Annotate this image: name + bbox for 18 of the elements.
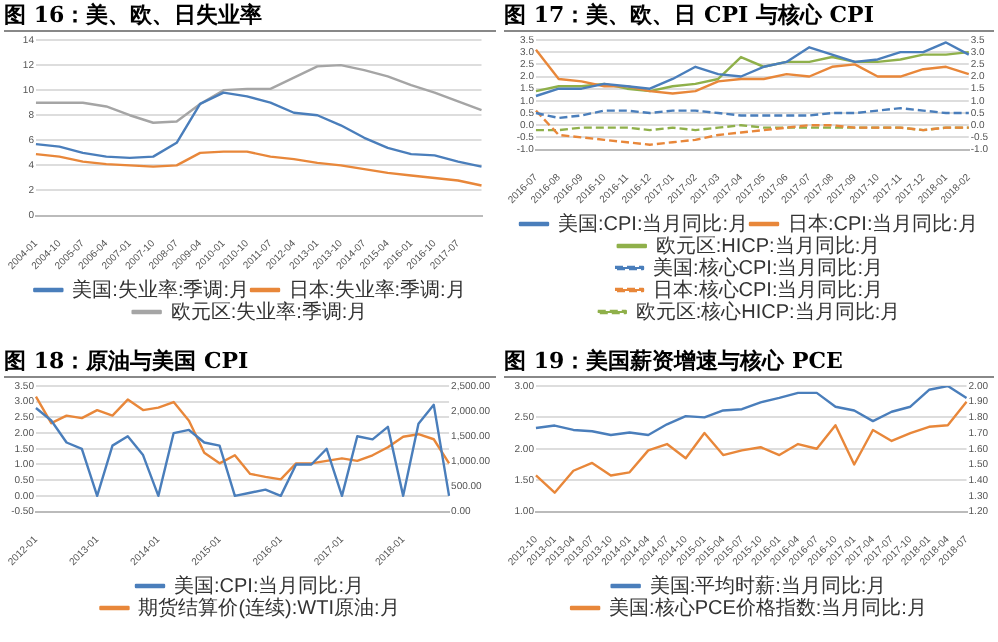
chart-title: 图 16：美、欧、日失业率 [4, 2, 496, 32]
chart-title: 图 19：美国薪资增速与核心 PCE [504, 348, 994, 378]
legend-label: 美国:平均时薪:当月同比:月 [649, 573, 887, 598]
legend-label: 期货结算价(连续):WTI原油:月 [138, 595, 400, 620]
legend-label: 欧元区:HICP:当月同比:月 [655, 233, 881, 258]
legend-label: 美国:核心CPI:当月同比:月 [653, 255, 884, 280]
legend-label: 日本:核心CPI:当月同比:月 [653, 277, 884, 302]
legend-label: 欧元区:核心HICP:当月同比:月 [635, 299, 901, 324]
legend-label: 日本:失业率:季调:月 [289, 277, 466, 302]
legend-label: 欧元区:失业率:季调:月 [170, 299, 368, 324]
chart-title: 图 18：原油与美国 CPI [4, 348, 496, 378]
chart-title: 图 17：美、欧、日 CPI 与核心 CPI [504, 2, 994, 32]
legend-label: 日本:CPI:当月同比:月 [788, 211, 979, 236]
line-series [534, 109, 970, 146]
legend-label: 美国:CPI:当月同比:月 [557, 211, 749, 236]
legend-label: 美国:失业率:季调:月 [72, 277, 250, 302]
legend-label: 美国:核心PCE价格指数:当月同比:月 [609, 595, 927, 620]
legend-label: 美国:CPI:当月同比:月 [174, 573, 365, 598]
